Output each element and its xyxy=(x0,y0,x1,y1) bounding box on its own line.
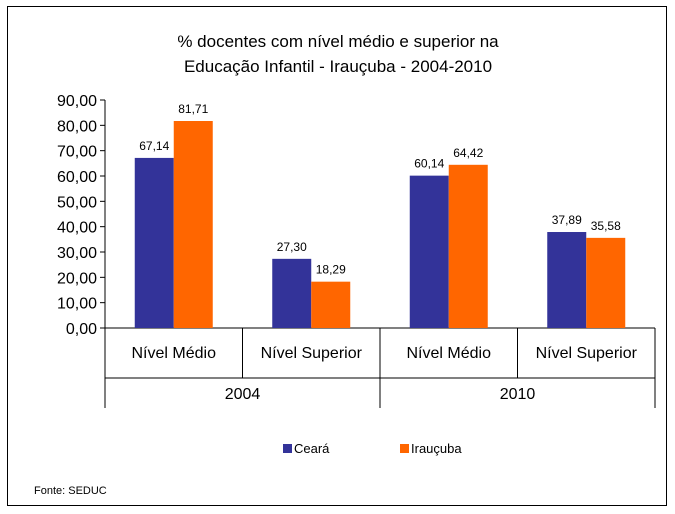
bar xyxy=(586,237,626,328)
data-label: 35,58 xyxy=(591,219,621,233)
y-tick-label: 20,00 xyxy=(57,270,97,287)
category-label: Nível Médio xyxy=(407,345,492,362)
data-label: 81,71 xyxy=(178,102,208,116)
group-label: 2010 xyxy=(500,386,536,403)
bar xyxy=(173,121,213,328)
data-label: 37,89 xyxy=(552,213,582,227)
bar xyxy=(448,164,488,328)
y-tick-label: 70,00 xyxy=(57,144,97,161)
y-tick-label: 40,00 xyxy=(57,220,97,237)
legend: Ceará Irauçuba xyxy=(283,441,462,456)
data-label: 18,29 xyxy=(316,263,346,277)
chart-title-line-2: Educação Infantil - Irauçuba - 2004-2010 xyxy=(184,57,492,76)
data-label: 64,42 xyxy=(453,146,483,160)
y-tick-label: 60,00 xyxy=(57,169,97,186)
data-label: 67,14 xyxy=(139,139,169,153)
y-tick-label: 90,00 xyxy=(57,93,97,110)
y-tick-label: 50,00 xyxy=(57,194,97,211)
category-label: Nível Médio xyxy=(132,345,217,362)
legend-label: Ceará xyxy=(294,441,330,456)
bar xyxy=(547,232,587,328)
chart-title-line-1: % docentes com nível médio e superior na xyxy=(177,32,499,51)
bar xyxy=(409,175,449,328)
legend-label: Irauçuba xyxy=(411,441,462,456)
bar xyxy=(311,281,351,328)
y-tick-label: 80,00 xyxy=(57,118,97,135)
category-label: Nível Superior xyxy=(261,345,363,362)
category-label: Nível Superior xyxy=(536,345,638,362)
y-tick-label: 30,00 xyxy=(57,245,97,262)
source-note: Fonte: SEDUC xyxy=(34,485,107,497)
legend-swatch xyxy=(283,444,292,453)
data-label: 27,30 xyxy=(277,240,307,254)
plot-area: 0,00 10,00 20,00 30,00 40,00 50,00 60,00 70,00 8… xyxy=(57,93,656,408)
legend-swatch xyxy=(400,444,409,453)
group-label: 2004 xyxy=(225,386,261,403)
bar xyxy=(134,157,174,328)
y-tick-label: 10,00 xyxy=(57,296,97,313)
y-tick-label: 0,00 xyxy=(66,321,97,338)
data-label: 60,14 xyxy=(414,157,444,171)
bar xyxy=(272,258,312,328)
